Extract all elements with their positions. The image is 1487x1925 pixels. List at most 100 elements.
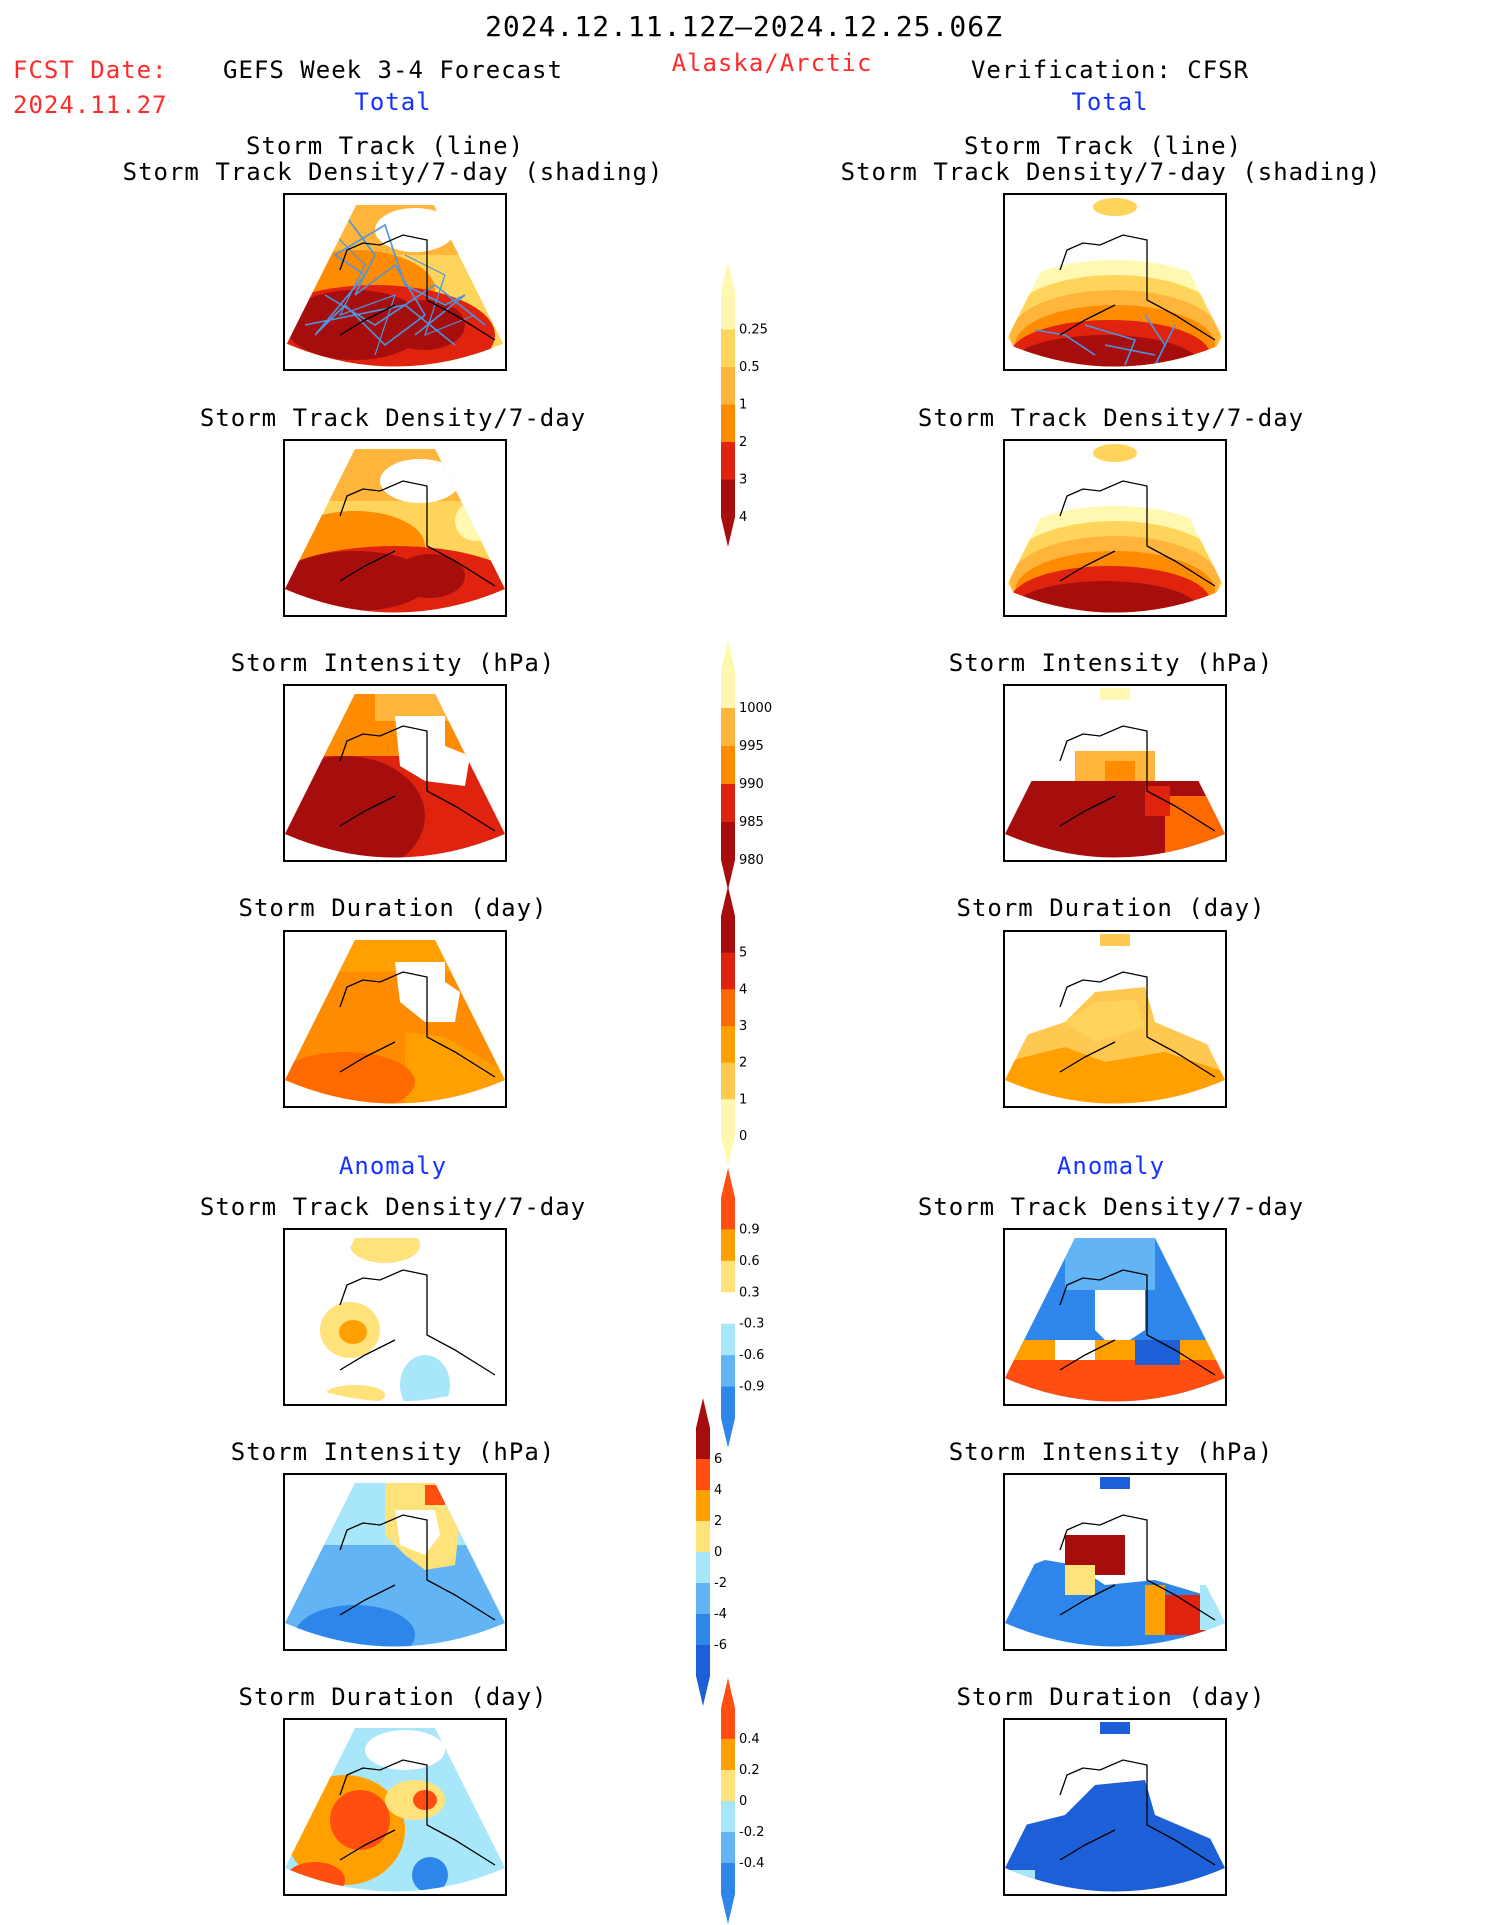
colorbar-arrow-bottom [721,860,735,890]
colorbar-swatch [721,1863,735,1895]
colorbar-tick-label: -0.9 [739,1380,764,1395]
colorbar-swatch [696,1583,710,1615]
right-anom-duration-title: Storm Duration (day) [956,1683,1266,1711]
map-verif-intensity [1003,684,1227,862]
colorbar-arrow-bottom [721,1894,735,1924]
colorbar-intensity: 1000 995 990 985 980 [721,640,772,890]
colorbar-tick-label: 2 [714,1514,722,1529]
colorbar-swatch [696,1459,710,1491]
shade-layer [380,459,460,503]
shade-layer [295,1605,415,1647]
colorbar-swatch [721,952,735,990]
coastline [339,1269,496,1376]
colorbar-arrow-bottom [721,1136,735,1166]
colorbar-swatch [721,1708,735,1740]
shade-layer [1100,688,1130,700]
left-density-title: Storm Track Density/7-day [199,404,587,432]
colorbar-swatch [721,1292,735,1325]
colorbar-swatch [721,1260,735,1293]
fcst-date-label: FCST Date: [13,56,168,84]
right-anom-intensity-title: Storm Intensity (hPa) [948,1438,1274,1466]
period-title: 2024.12.11.12Z–2024.12.25.06Z [485,10,1003,43]
colorbar-tick-label: 2 [739,435,747,450]
shade-layer [1065,1565,1095,1595]
shade-layer [339,1320,367,1344]
shade-layer [425,1485,445,1505]
colorbar-duration: 5 4 3 2 1 0 [721,886,747,1166]
colorbar-tick-label: -0.2 [739,1825,764,1840]
map-svg [285,1483,505,1647]
right-total-label: Total [1071,88,1149,116]
colorbar-swatch [721,784,735,823]
fcst-date-value: 2024.11.27 [13,91,168,119]
colorbar-arrow-bottom [721,1418,735,1448]
verification-title: Verification: CFSR [970,56,1250,84]
colorbar-arrow-top [721,640,735,670]
shade-layer [1005,1870,1035,1892]
colorbar-arrow-top [721,1168,735,1198]
map-svg [1005,934,1225,1104]
colorbar-duration-anomaly: 0.4 0.2 0 -0.2 -0.4 [721,1678,764,1924]
map-svg [285,201,505,367]
shade-layer [405,1032,505,1104]
colorbar-tick-label: -4 [714,1607,727,1622]
colorbar-swatch [721,989,735,1027]
colorbar-tick-label: 0 [739,1129,747,1144]
shade-layer [1010,335,1200,367]
shade-layer [1065,1238,1155,1290]
colorbar-swatch [721,1355,735,1388]
colorbar-tick-label: 990 [739,777,764,792]
colorbar-tick-label: 0.6 [739,1254,760,1269]
colorbar-swatch [721,479,735,518]
colorbar-swatch [721,292,735,330]
colorbar-arrow-bottom [696,1676,710,1706]
map-svg [285,694,505,858]
map-svg [1005,1722,1225,1892]
colorbar-arrow-top [721,886,735,916]
right-intensity-title: Storm Intensity (hPa) [948,649,1274,677]
shade-layer [1100,934,1130,946]
forecast-title: GEFS Week 3-4 Forecast [223,56,563,84]
colorbar-swatch [721,1770,735,1802]
colorbar-swatch [721,1062,735,1100]
colorbar-swatch [696,1521,710,1553]
colorbar-swatch [721,916,735,954]
colorbar-arrow-top [696,1398,710,1428]
shade-layer [1005,1360,1225,1402]
map-verif-duration [1003,930,1227,1108]
right-track-line-title: Storm Track (line) [963,132,1243,160]
colorbar-tick-label: 0.3 [739,1285,760,1300]
colorbar-swatch [721,822,735,861]
colorbar-density: 0.25 0.5 1 2 3 4 [721,262,768,547]
colorbar-tick-label: 985 [739,815,764,830]
right-track-shading-title: Storm Track Density/7-day (shading) [840,158,1382,186]
map-forecast-duration-anomaly [283,1718,507,1896]
map-verif-track [1003,193,1227,371]
left-intensity-title: Storm Intensity (hPa) [230,649,556,677]
shade-layer [330,1790,390,1850]
colorbar-tick-label: 1 [739,398,747,413]
map-forecast-intensity-anomaly [283,1473,507,1651]
map-svg [1005,444,1225,613]
colorbar-tick-label: 980 [739,853,764,868]
colorbar-swatch [721,1323,735,1356]
colorbar-swatch [696,1614,710,1646]
coastline [339,480,496,587]
colorbar-swatch [721,1801,735,1833]
map-verif-intensity-anomaly [1003,1473,1227,1651]
colorbar-arrow-top [721,1678,735,1708]
shade-layer [1093,198,1137,216]
coastline [1059,971,1216,1078]
coastline [339,1759,496,1866]
colorbar-tick-label: -2 [714,1576,727,1591]
colorbar-tick-label: 3 [739,473,747,488]
colorbar-tick-label: 1000 [739,701,772,716]
colorbar-tick-label: 995 [739,739,764,754]
storm-track-lines [1034,314,1176,366]
colorbar-tick-label: -6 [714,1638,727,1653]
colorbar-tick-label: -0.3 [739,1317,764,1332]
shade-layer [395,554,465,598]
colorbar-density-anomaly: 0.9 0.6 0.3 -0.3 -0.6 -0.9 [721,1168,764,1448]
map-svg [1005,688,1225,858]
left-track-shading-title: Storm Track Density/7-day (shading) [122,158,664,186]
